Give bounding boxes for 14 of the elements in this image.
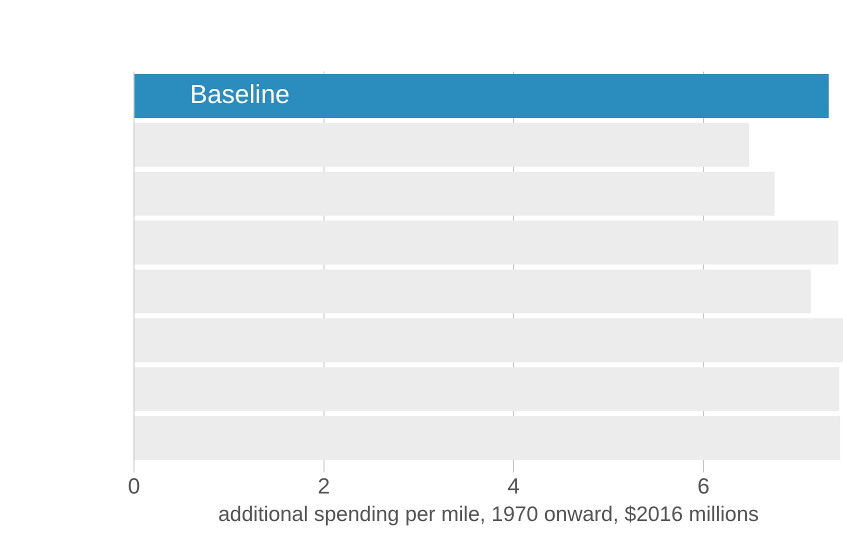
bar <box>134 416 840 460</box>
bar <box>134 269 811 314</box>
bar <box>134 122 750 167</box>
x-tick-label: 6 <box>697 474 710 499</box>
x-tick-label: 2 <box>318 474 330 499</box>
x-axis-title: additional spending per mile, 1970 onward, $2016 millions <box>218 503 759 526</box>
bar <box>134 220 838 265</box>
y-tick-label: Baseline <box>190 79 290 110</box>
bar <box>134 318 843 362</box>
x-tick-label: 4 <box>508 474 520 499</box>
bar <box>134 74 829 118</box>
bar <box>134 367 840 412</box>
x-tick-label: 0 <box>128 474 140 499</box>
bar <box>134 172 775 216</box>
